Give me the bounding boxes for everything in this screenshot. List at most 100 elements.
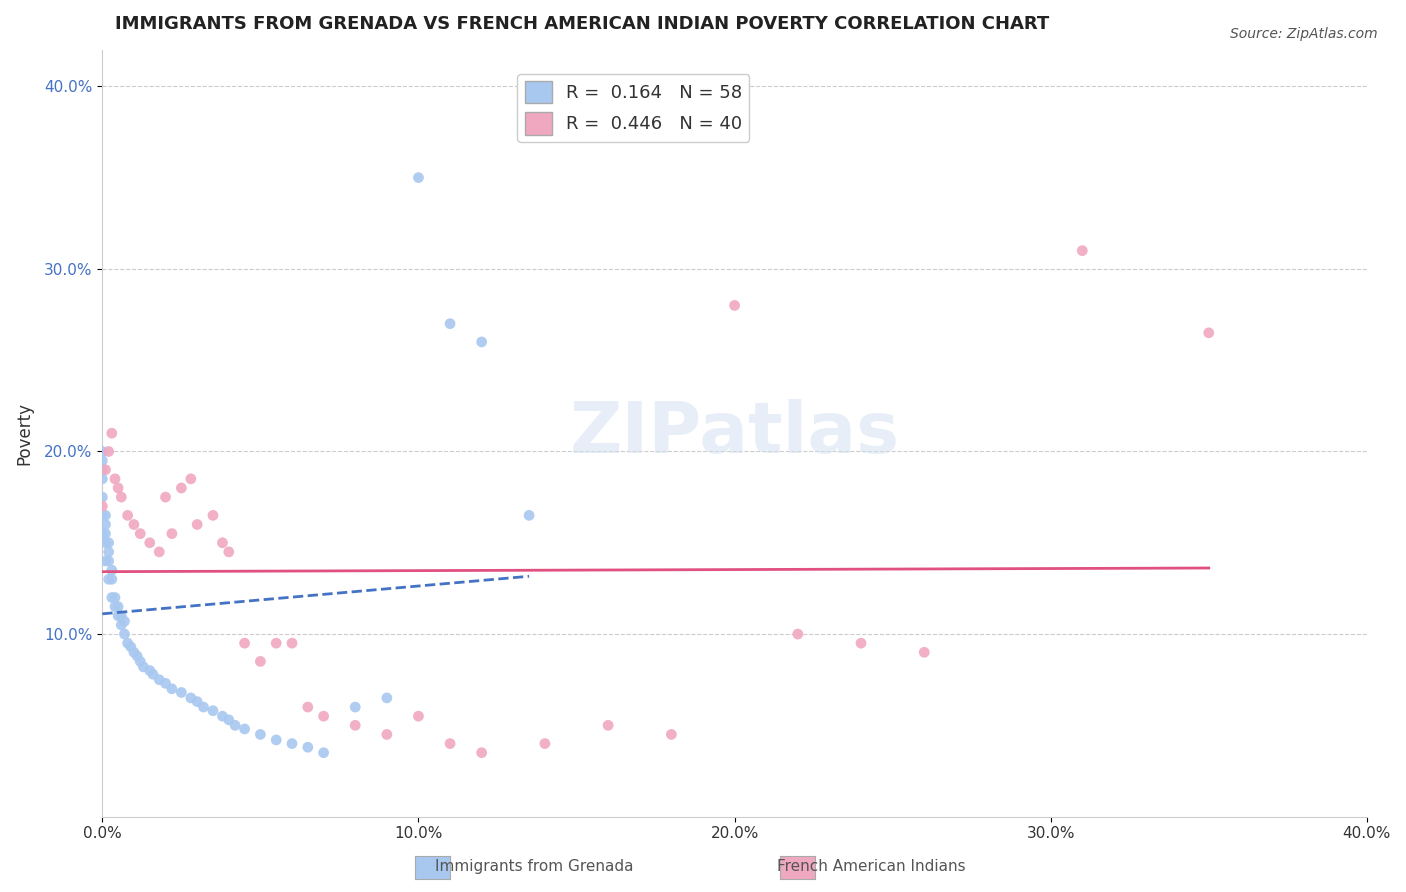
Point xyxy=(297,700,319,714)
Point xyxy=(117,636,139,650)
Point xyxy=(297,740,319,755)
Point xyxy=(91,472,114,486)
Point xyxy=(91,463,114,477)
Point xyxy=(94,463,117,477)
Point xyxy=(97,535,120,549)
Point xyxy=(127,648,149,663)
Point xyxy=(233,722,256,736)
Point xyxy=(344,700,367,714)
Point xyxy=(201,704,224,718)
Point xyxy=(312,746,335,760)
Point xyxy=(160,681,183,696)
Point xyxy=(91,500,114,514)
Point xyxy=(375,690,398,705)
Point xyxy=(94,526,117,541)
Point xyxy=(101,426,124,441)
Text: French American Indians: French American Indians xyxy=(778,859,966,874)
Point xyxy=(439,317,461,331)
Point xyxy=(110,608,132,623)
Point xyxy=(375,727,398,741)
Point xyxy=(94,517,117,532)
Point xyxy=(170,685,193,699)
Point xyxy=(155,676,177,690)
Text: ZIPatlas: ZIPatlas xyxy=(569,399,900,467)
Point xyxy=(91,490,114,504)
Point xyxy=(101,563,124,577)
Point xyxy=(91,508,114,523)
Point xyxy=(97,554,120,568)
Text: Source: ZipAtlas.com: Source: ZipAtlas.com xyxy=(1230,27,1378,41)
Point xyxy=(534,737,557,751)
Point xyxy=(110,618,132,632)
Point xyxy=(117,508,139,523)
Point xyxy=(786,627,808,641)
Point xyxy=(264,636,287,650)
Point xyxy=(129,655,152,669)
Point xyxy=(94,554,117,568)
Point xyxy=(155,490,177,504)
Point xyxy=(723,298,745,312)
Point xyxy=(471,334,494,349)
Point xyxy=(132,660,155,674)
Point xyxy=(186,695,208,709)
Point xyxy=(264,733,287,747)
Point xyxy=(408,709,430,723)
Point xyxy=(281,737,304,751)
Point xyxy=(201,508,224,523)
Point xyxy=(180,690,202,705)
Point xyxy=(91,453,114,467)
Point xyxy=(142,667,165,681)
Point xyxy=(94,535,117,549)
Point xyxy=(97,545,120,559)
Point xyxy=(408,170,430,185)
Point xyxy=(120,640,142,654)
Point xyxy=(233,636,256,650)
Point xyxy=(148,673,170,687)
Point xyxy=(912,645,935,659)
Point xyxy=(180,472,202,486)
Point xyxy=(344,718,367,732)
Point xyxy=(107,481,129,495)
Point xyxy=(659,727,682,741)
Point xyxy=(104,472,127,486)
Point xyxy=(439,737,461,751)
Point xyxy=(249,727,271,741)
Point xyxy=(218,545,240,559)
Point xyxy=(110,490,132,504)
Point xyxy=(97,444,120,458)
Point xyxy=(91,526,114,541)
Point xyxy=(598,718,620,732)
Point xyxy=(122,645,145,659)
Point xyxy=(91,444,114,458)
Point xyxy=(249,655,271,669)
Legend: R =  0.164   N = 58, R =  0.446   N = 40: R = 0.164 N = 58, R = 0.446 N = 40 xyxy=(517,74,749,142)
Point xyxy=(193,700,215,714)
Point xyxy=(281,636,304,650)
Point xyxy=(1198,326,1220,340)
Point xyxy=(139,664,162,678)
Point xyxy=(224,718,246,732)
Point xyxy=(107,608,129,623)
Point xyxy=(97,572,120,586)
Y-axis label: Poverty: Poverty xyxy=(15,401,32,465)
Point xyxy=(139,535,162,549)
Point xyxy=(1071,244,1094,258)
Point xyxy=(101,591,124,605)
Point xyxy=(471,746,494,760)
Point xyxy=(517,508,540,523)
Point xyxy=(160,526,183,541)
Point xyxy=(122,517,145,532)
Point xyxy=(107,599,129,614)
Point xyxy=(849,636,872,650)
Point xyxy=(170,481,193,495)
Point xyxy=(211,535,233,549)
Text: IMMIGRANTS FROM GRENADA VS FRENCH AMERICAN INDIAN POVERTY CORRELATION CHART: IMMIGRANTS FROM GRENADA VS FRENCH AMERIC… xyxy=(115,15,1049,33)
Point xyxy=(114,614,136,628)
Point xyxy=(101,572,124,586)
Point xyxy=(114,627,136,641)
Text: Immigrants from Grenada: Immigrants from Grenada xyxy=(434,859,634,874)
Point xyxy=(186,517,208,532)
Point xyxy=(129,526,152,541)
Point xyxy=(104,599,127,614)
Point xyxy=(312,709,335,723)
